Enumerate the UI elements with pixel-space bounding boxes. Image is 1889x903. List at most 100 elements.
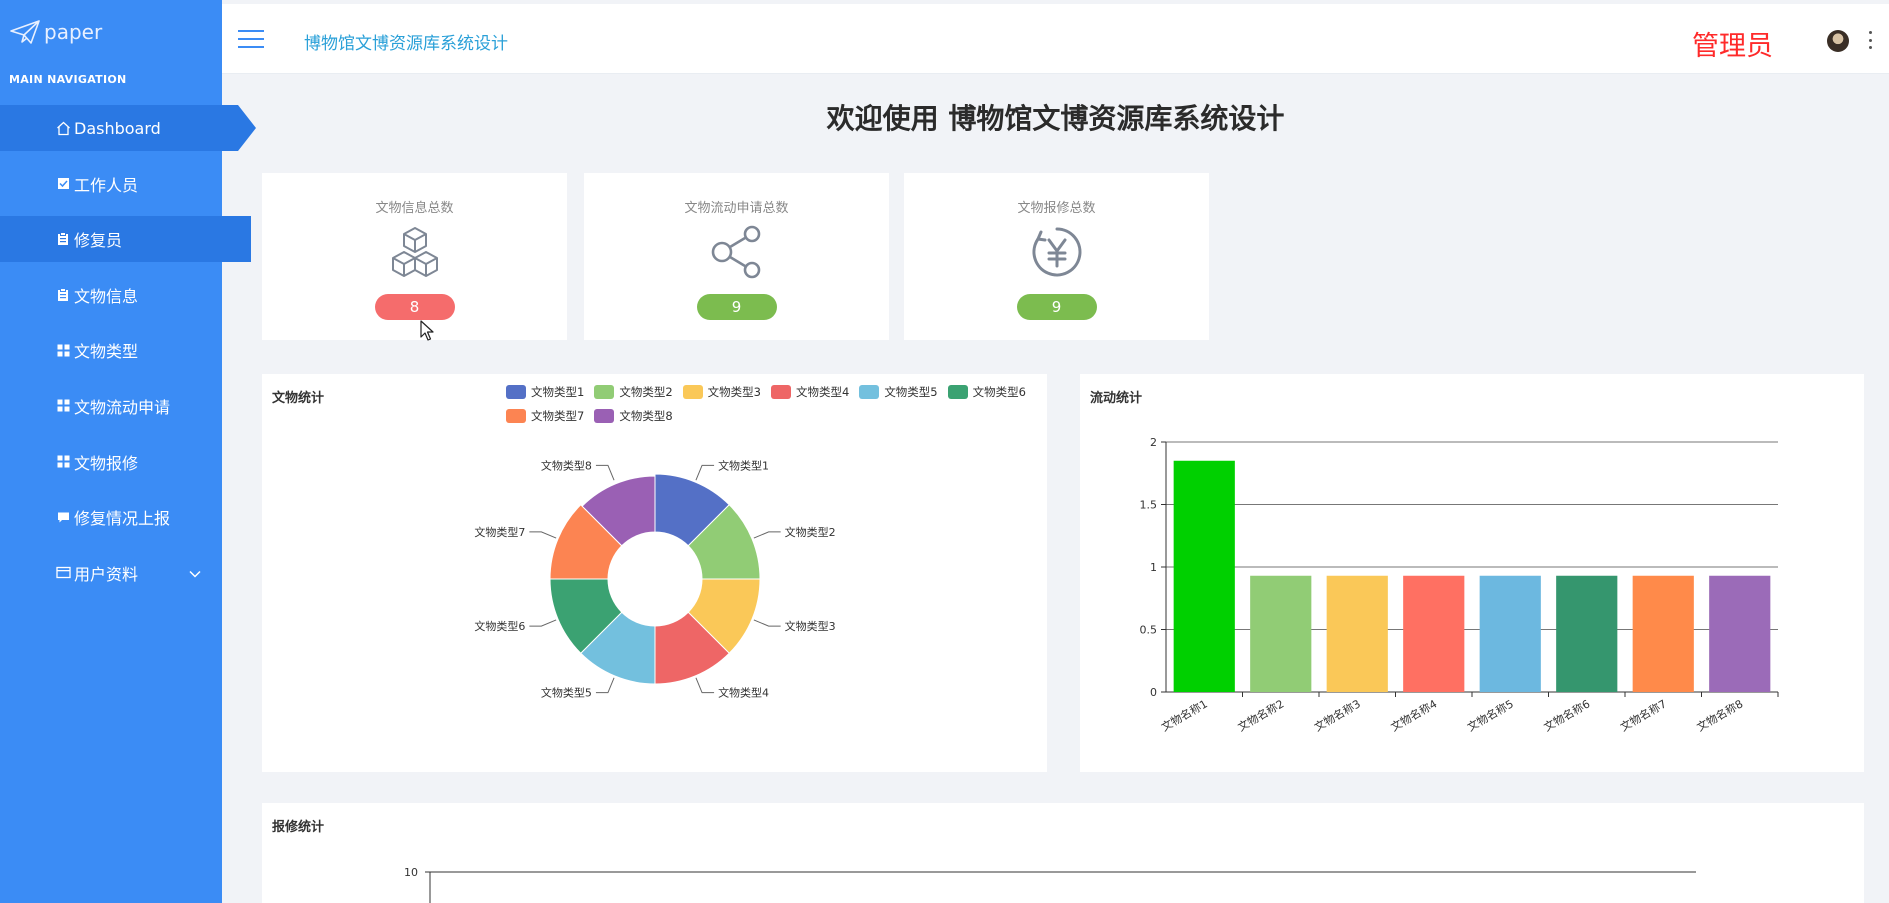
- pie-label-line: [595, 677, 615, 694]
- sidebar-item-relic-info[interactable]: 文物信息: [0, 272, 260, 318]
- sidebar-item-label: 文物信息: [74, 286, 139, 306]
- x-tick-label: 文物名称5: [1465, 696, 1516, 734]
- stat-label: 文物流动申请总数: [684, 201, 789, 216]
- sidebar-item-repair-report[interactable]: 修复情况上报: [0, 494, 260, 540]
- y-tick-label: 1: [1150, 561, 1157, 574]
- pie-label: 文物类型8: [541, 458, 592, 472]
- legend-item[interactable]: 文物类型4: [770, 380, 850, 404]
- sidebar-item-label: 修复情况上报: [74, 509, 171, 529]
- sidebar-item-restorer[interactable]: 修复员: [0, 216, 251, 263]
- legend-swatch: [594, 409, 615, 423]
- pie-label-line: [529, 619, 557, 627]
- pie-label-line: [753, 619, 781, 627]
- stat-label: 文物报修总数: [1017, 201, 1096, 216]
- x-tick-label: 文物名称6: [1541, 696, 1592, 734]
- sidebar-item-label: 修复员: [74, 231, 123, 251]
- pie-label: 文物类型7: [474, 525, 525, 539]
- legend-item[interactable]: 文物类型6: [947, 380, 1026, 404]
- sidebar-item-label: 工作人员: [74, 175, 139, 195]
- nav-title: MAIN NAVIGATION: [9, 73, 127, 86]
- bar[interactable]: [1709, 575, 1771, 692]
- pie-label: 文物类型4: [718, 686, 769, 700]
- chevron-down-icon[interactable]: [188, 564, 202, 583]
- legend-item[interactable]: 文物类型7: [506, 404, 584, 428]
- site-title: 博物馆文博资源库系统设计: [304, 34, 508, 54]
- sidebar-item-relic-flow[interactable]: 文物流动申请: [0, 383, 260, 429]
- panel-title: 流动统计: [1090, 391, 1143, 406]
- share-icon: [711, 225, 760, 279]
- bar[interactable]: [1479, 575, 1541, 692]
- user-role: 管理员: [1692, 31, 1773, 62]
- pie-label: 文物类型3: [785, 619, 836, 633]
- sidebar-item-dashboard[interactable]: Dashboard: [0, 105, 256, 151]
- bar[interactable]: [1173, 460, 1235, 692]
- mouse-cursor-icon: [420, 320, 434, 341]
- x-tick-label: 文物名称3: [1312, 696, 1363, 734]
- comment-icon: [55, 509, 71, 525]
- pie-slice[interactable]: [549, 504, 623, 580]
- sidebar: paper MAIN NAVIGATION Dashboard 工作人员 修复员: [0, 0, 256, 903]
- grid-icon: [55, 454, 71, 470]
- pie-label-line: [753, 531, 781, 539]
- x-tick-label: 文物名称7: [1618, 696, 1669, 734]
- pie-legend: 文物类型1 文物类型2 文物类型3 文物类型4 文物类型5 文物类型6 文物类型7 文物类型8: [506, 380, 1046, 428]
- menu-toggle-icon[interactable]: [238, 30, 264, 50]
- x-tick-label: 文物名称8: [1694, 696, 1745, 734]
- legend-label: 文物类型7: [531, 409, 585, 423]
- repair-chart: 10: [404, 866, 1696, 903]
- paper-plane-icon: [10, 20, 40, 44]
- logo: paper: [10, 20, 102, 44]
- bar[interactable]: [1403, 575, 1465, 692]
- sidebar-item-user-profile[interactable]: 用户资料: [0, 550, 260, 596]
- legend-swatch: [682, 385, 703, 399]
- card-icon: [55, 565, 71, 581]
- sidebar-item-relic-type[interactable]: 文物类型: [0, 327, 260, 373]
- bar[interactable]: [1632, 575, 1694, 692]
- x-tick-label: 文物名称1: [1159, 696, 1210, 734]
- avatar[interactable]: [1827, 30, 1849, 52]
- legend-swatch: [947, 385, 968, 399]
- more-options-icon[interactable]: [1869, 31, 1873, 49]
- legend-label: 文物类型1: [531, 385, 585, 399]
- legend-item[interactable]: 文物类型2: [594, 380, 673, 404]
- pie-slice[interactable]: [581, 475, 656, 547]
- bar[interactable]: [1250, 575, 1312, 692]
- sidebar-item-label: 文物类型: [74, 342, 139, 362]
- legend-item[interactable]: 文物类型5: [859, 380, 938, 404]
- x-tick-label: 文物名称2: [1235, 696, 1286, 734]
- cubes-icon: [391, 227, 438, 277]
- pie-label-line: [695, 464, 715, 481]
- sidebar-item-label: 文物报修: [74, 453, 139, 473]
- legend-label: 文物类型8: [619, 409, 673, 423]
- sidebar-item-staff[interactable]: 工作人员: [0, 161, 260, 207]
- legend-item[interactable]: 文物类型1: [506, 380, 584, 404]
- bar[interactable]: [1556, 575, 1618, 692]
- legend-swatch: [594, 385, 615, 399]
- legend-item[interactable]: 文物类型8: [594, 404, 673, 428]
- y-tick-label: 0.5: [1140, 624, 1158, 637]
- stat-card-relic-info: 文物信息总数 8: [262, 173, 567, 340]
- sidebar-item-label: Dashboard: [74, 118, 161, 138]
- stat-card-relic-repair: 文物报修总数 9: [904, 173, 1209, 340]
- grid-icon: [55, 398, 71, 414]
- bar[interactable]: [1326, 575, 1388, 692]
- stat-value-badge: 9: [1016, 294, 1097, 320]
- pie-chart: 文物类型1 文物类型2 文物类型3 文物类型4 文物类型5 文物类型6 文物类型7 文物类型8: [474, 458, 836, 700]
- legend-label: 文物类型6: [972, 385, 1026, 399]
- panel-title: 文物统计: [272, 391, 325, 406]
- legend-label: 文物类型4: [795, 385, 850, 399]
- yen-icon: [1032, 227, 1081, 277]
- bar-chart-panel: 流动统计 0 0.5 1 1.5 2 文物名称1 文物名称2 文物名称3 文物名称4 文物名称5 文…: [1080, 374, 1864, 772]
- legend-label: 文物类型3: [707, 385, 761, 399]
- legend-swatch: [859, 385, 880, 399]
- y-tick-label: 1.5: [1140, 499, 1158, 512]
- pie-label: 文物类型6: [474, 619, 525, 633]
- legend-swatch: [770, 385, 791, 399]
- legend-item[interactable]: 文物类型3: [682, 380, 761, 404]
- y-tick-label: 10: [404, 866, 418, 879]
- panel-title: 报修统计: [272, 820, 325, 835]
- clipboard-icon: [55, 287, 71, 303]
- legend-label: 文物类型5: [884, 385, 938, 399]
- y-tick-label: 0: [1150, 686, 1157, 699]
- sidebar-item-relic-repair[interactable]: 文物报修: [0, 439, 260, 485]
